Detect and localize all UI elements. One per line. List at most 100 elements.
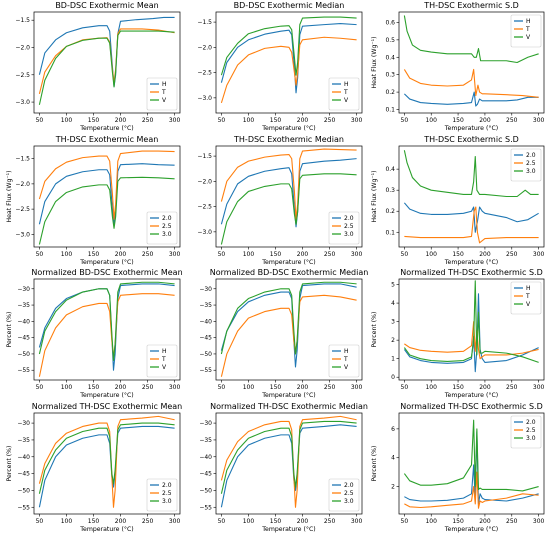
series-line-2.5 <box>404 471 539 509</box>
chart-panel-2: BD-DSC Exothermic Median 50 100 150 200 250 30… <box>197 1 362 132</box>
y-tick-label: 0.3 <box>385 72 395 79</box>
x-tick-label: 300 <box>533 384 545 391</box>
y-tick-label: −45 <box>17 335 30 342</box>
chart-panel-6: TH-DSC Exothermic S.D 50 100 150 200 250 300 0.… <box>371 135 545 266</box>
x-tick-label: 300 <box>169 384 181 391</box>
x-tick-label: 250 <box>324 384 336 391</box>
series-line-3.0 <box>220 420 357 494</box>
y-axis-label: Heat Flux (Wg⁻¹) <box>371 36 378 88</box>
x-tick-label: 100 <box>61 117 73 124</box>
series-line-H <box>403 293 539 373</box>
legend-label: 2.5 <box>344 223 354 230</box>
chart-panel-8: Normalized BD-DSC Exothermic Median 50 100… <box>199 268 368 399</box>
x-tick-label: 100 <box>243 518 255 525</box>
x-tick-label: 100 <box>243 117 255 124</box>
series-line-2.0 <box>403 202 539 233</box>
chart-title: Normalized TH-DSC Exothermic Mean <box>32 402 183 411</box>
x-tick-label: 250 <box>506 117 518 124</box>
x-tick-label: 250 <box>142 384 154 391</box>
x-tick-label: 200 <box>479 518 491 525</box>
series-line-T <box>220 36 357 104</box>
series-line-H <box>403 91 539 107</box>
x-axis-label: Temperature (°C) <box>79 258 133 266</box>
legend-label: V <box>162 97 167 104</box>
x-tick-label: 300 <box>533 518 545 525</box>
x-tick-label: 200 <box>297 251 309 258</box>
legend-box <box>328 344 360 378</box>
y-tick-label: −1.5 <box>197 153 212 160</box>
y-tick-label: −55 <box>17 504 30 511</box>
x-tick-label: 200 <box>297 518 309 525</box>
legend-box <box>510 415 542 449</box>
legend-label: 2.0 <box>162 215 172 222</box>
chart-title: TH-DSC Exothermic S.D <box>423 135 519 144</box>
x-tick-label: 150 <box>452 117 464 124</box>
x-tick-label: 300 <box>169 251 181 258</box>
x-tick-label: 150 <box>88 384 100 391</box>
x-tick-label: 50 <box>401 384 409 391</box>
x-axis-label: Temperature (°C) <box>261 525 315 533</box>
y-tick-label: −1.5 <box>15 156 30 163</box>
series-line-V <box>38 30 175 105</box>
y-axis-label: Percent (%) <box>371 312 378 348</box>
legend-label: T <box>161 89 166 96</box>
y-tick-label: −2.0 <box>15 181 30 188</box>
x-tick-label: 100 <box>425 251 437 258</box>
chart-title: BD-DSC Exothermic Median <box>234 1 345 10</box>
x-axis-label: Temperature (°C) <box>79 124 133 132</box>
x-axis-label: Temperature (°C) <box>79 525 133 533</box>
y-tick-label: 0.4 <box>385 54 395 61</box>
series-line-2.5 <box>38 150 175 220</box>
y-tick-label: −1.5 <box>15 17 30 24</box>
legend-label: V <box>526 34 531 41</box>
x-axis-label: Temperature (°C) <box>444 124 498 132</box>
x-tick-label: 50 <box>218 251 226 258</box>
x-tick-label: 300 <box>533 117 545 124</box>
x-axis-label: Temperature (°C) <box>444 525 498 533</box>
x-tick-label: 100 <box>61 518 73 525</box>
x-tick-label: 150 <box>270 518 282 525</box>
legend-box <box>146 478 178 512</box>
x-tick-label: 50 <box>401 518 409 525</box>
x-tick-label: 300 <box>533 251 545 258</box>
legend-label: 2.0 <box>526 419 536 426</box>
y-tick-label: −1.5 <box>197 19 212 26</box>
y-tick-label: −40 <box>199 318 212 325</box>
x-tick-label: 100 <box>425 518 437 525</box>
chart-title: TH-DSC Exothermic Median <box>233 135 344 144</box>
x-tick-label: 250 <box>142 251 154 258</box>
y-tick-label: −40 <box>17 454 30 461</box>
x-tick-label: 50 <box>36 251 44 258</box>
series-line-2.5 <box>220 148 357 220</box>
y-tick-label: 0.6 <box>385 19 395 26</box>
series-line-T <box>403 68 539 98</box>
y-tick-label: 0 <box>391 374 395 381</box>
series-line-V <box>220 16 357 76</box>
y-tick-label: −40 <box>199 454 212 461</box>
y-tick-label: −2.0 <box>197 178 212 185</box>
y-tick-label: −55 <box>199 504 212 511</box>
x-tick-label: 150 <box>452 251 464 258</box>
chart-panel-10: Normalized TH-DSC Exothermic Mean 50 100 15… <box>6 402 182 533</box>
y-axis-label: Percent (%) <box>371 446 378 482</box>
x-axis-label: Temperature (°C) <box>444 391 498 399</box>
y-tick-label: −45 <box>199 335 212 342</box>
legend-label: H <box>344 81 349 88</box>
y-tick-label: −45 <box>17 471 30 478</box>
y-tick-label: 0.4 <box>385 166 395 173</box>
x-tick-label: 300 <box>169 518 181 525</box>
legend-label: V <box>344 97 349 104</box>
y-tick-label: −45 <box>199 471 212 478</box>
y-tick-label: −55 <box>199 367 212 374</box>
series-line-T <box>38 293 175 377</box>
y-tick-label: 6 <box>391 426 395 433</box>
x-tick-label: 250 <box>324 117 336 124</box>
chart-title: Normalized TH-DSC Exothermic S.D <box>400 268 543 277</box>
y-tick-label: 1 <box>391 356 395 363</box>
x-tick-label: 150 <box>88 117 100 124</box>
chart-title: TH-DSC Exothermic S.D <box>423 1 519 10</box>
x-tick-label: 200 <box>479 384 491 391</box>
x-tick-label: 100 <box>61 384 73 391</box>
x-tick-label: 250 <box>142 518 154 525</box>
y-tick-label: −30 <box>199 286 212 293</box>
